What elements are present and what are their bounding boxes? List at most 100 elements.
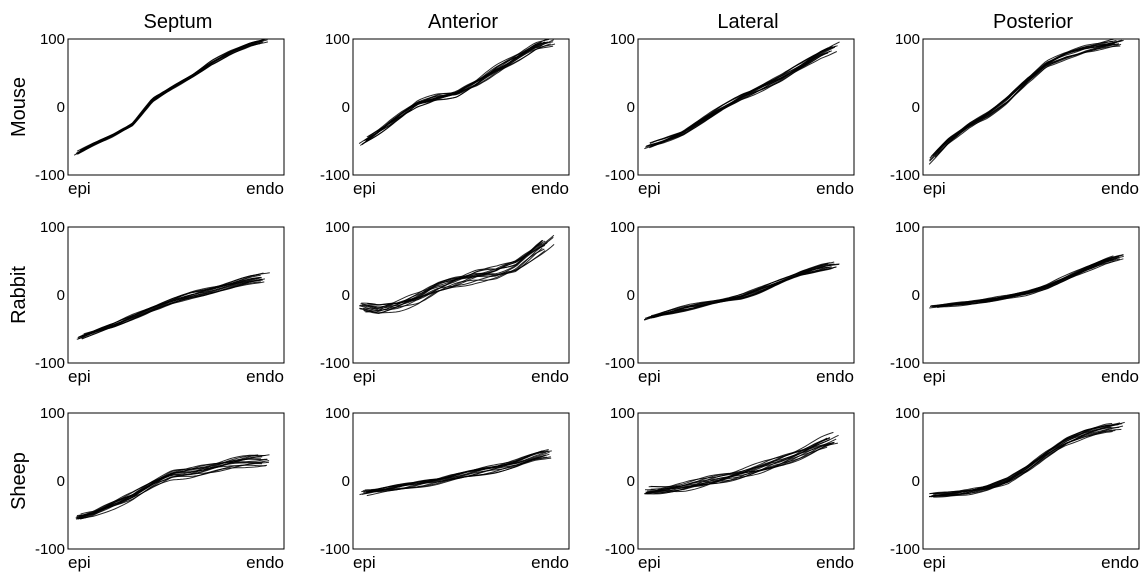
y-tick-label: -100 [320,541,350,558]
trace-line [83,461,270,516]
trace-line [929,42,1115,161]
trace-line [937,258,1121,308]
trace-line [361,450,543,493]
trace-line [359,240,546,311]
trace-line [937,260,1115,308]
x-tick-label-endo: endo [246,553,284,572]
trace-line [934,40,1113,156]
trace-line [81,40,260,153]
trace-line [76,40,262,152]
y-tick-label: 0 [57,473,65,490]
row-title-rabbit: Rabbit [8,266,30,324]
trace-line [644,441,835,495]
y-tick-label: -100 [605,167,635,184]
x-tick-label-endo: endo [246,179,284,198]
trace-line [937,44,1119,155]
trace-line [367,240,543,309]
y-tick-label: 0 [342,99,350,116]
trace-line [360,240,543,309]
panel-frame [922,412,1140,550]
trace-line [362,451,547,492]
trace-line [76,460,270,518]
x-tick-label-epi: epi [923,367,946,386]
trace-line [363,450,545,492]
trace-line [935,38,1124,155]
trace-line [360,38,550,146]
y-tick-label: -100 [320,167,350,184]
trace-line [932,258,1113,307]
x-tick-label-endo: endo [816,553,854,572]
trace-line [938,43,1122,154]
trace-line [929,43,1116,162]
trace-line [932,424,1119,495]
y-tick-label: -100 [35,167,65,184]
trace-line [929,42,1115,159]
panel-frame [637,226,855,364]
x-tick-label-endo: endo [1101,179,1139,198]
x-tick-label-epi: epi [638,179,661,198]
y-tick-label: 100 [325,405,350,422]
trace-line [358,239,544,312]
trace-line [929,431,1113,498]
y-tick-label: -100 [320,355,350,372]
trace-line [932,40,1117,157]
trace-line [647,436,831,492]
y-tick-label: -100 [35,541,65,558]
y-tick-label: -100 [890,541,920,558]
y-tick-label: 0 [912,473,920,490]
x-tick-label-epi: epi [353,553,376,572]
x-tick-label-epi: epi [638,367,661,386]
panel-frame [922,226,1140,364]
trace-line [361,234,555,306]
trace-line [358,41,546,145]
trace-line [928,45,1121,165]
x-tick-label-epi: epi [68,179,91,198]
x-tick-label-endo: endo [816,367,854,386]
trace-line [366,456,547,497]
trace-line [79,40,258,151]
trace-line [649,50,832,148]
trace-line [930,39,1124,157]
x-tick-label-endo: endo [531,553,569,572]
trace-line [76,39,262,154]
y-tick-label: 100 [40,219,65,236]
trace-line [930,427,1120,498]
trace-line [361,43,551,145]
x-tick-label-endo: endo [246,367,284,386]
column-title-lateral: Lateral [717,11,778,33]
trace-line [76,40,264,155]
y-tick-label: -100 [890,355,920,372]
y-tick-label: 0 [627,99,635,116]
panel-frame [637,38,855,176]
trace-line [653,267,834,317]
y-tick-label: 100 [40,405,65,422]
panel-frame [922,38,1140,176]
panel-frame [352,38,570,176]
trace-line [80,39,268,151]
column-title-anterior: Anterior [428,11,498,33]
trace-line [361,243,543,306]
column-title-septum: Septum [144,11,213,33]
panel-frame [352,226,570,364]
y-tick-label: 100 [895,405,920,422]
row-title-mouse: Mouse [8,77,30,137]
trace-line [645,437,830,493]
trace-line [936,40,1123,153]
trace-line [73,42,261,156]
y-tick-label: 100 [610,405,635,422]
y-tick-label: 0 [342,473,350,490]
y-tick-label: 0 [627,287,635,304]
trace-line [77,43,257,153]
panel-frame [67,412,285,550]
y-tick-label: 100 [895,31,920,48]
y-tick-label: 0 [57,99,65,116]
y-tick-label: 100 [40,31,65,48]
y-tick-label: 0 [912,287,920,304]
y-tick-label: 100 [610,219,635,236]
x-tick-label-epi: epi [353,367,376,386]
